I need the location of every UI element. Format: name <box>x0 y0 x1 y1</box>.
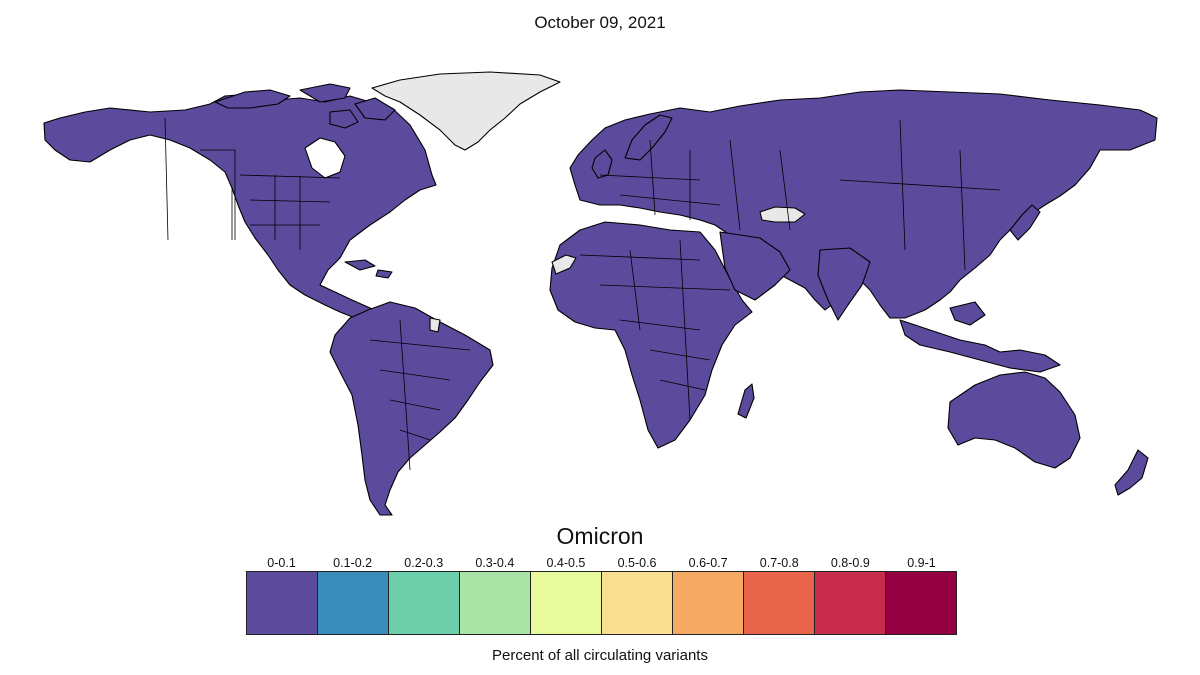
world-map <box>43 71 1158 516</box>
legend-swatch <box>389 572 460 634</box>
legend-swatch <box>744 572 815 634</box>
south-america-region <box>329 301 494 516</box>
legend-bin-label: 0.2-0.3 <box>404 556 444 570</box>
legend-swatch <box>673 572 744 634</box>
legend-swatch <box>247 572 318 634</box>
legend-swatch <box>602 572 673 634</box>
legend-bin-label: 0.4-0.5 <box>546 556 586 570</box>
madagascar-region <box>737 383 755 419</box>
country-borders <box>164 117 1001 471</box>
hudson-bay <box>304 137 346 179</box>
legend-bin-label: 0.7-0.8 <box>759 556 799 570</box>
legend-bin-label: 0-0.1 <box>267 556 296 570</box>
caribbean-islands <box>344 259 393 279</box>
new-zealand-region <box>1114 449 1149 496</box>
maritime-southeast-asia <box>899 301 1061 373</box>
western-sahara-region <box>551 254 577 275</box>
legend-color-bar <box>246 571 957 635</box>
legend-swatch <box>886 572 956 634</box>
legend-title: Omicron <box>556 523 644 549</box>
legend-bin-label: 0.1-0.2 <box>333 556 373 570</box>
legend-caption: Percent of all circulating variants <box>492 647 708 664</box>
japan-region <box>1009 204 1041 241</box>
africa-region <box>549 221 753 449</box>
legend-swatch <box>318 572 389 634</box>
map-date-title: October 09, 2021 <box>534 13 666 32</box>
greenland-region <box>371 71 561 151</box>
arabian-peninsula <box>719 231 791 301</box>
french-guiana-region <box>429 317 441 333</box>
legend-bin-label: 0.8-0.9 <box>830 556 870 570</box>
india-region <box>817 247 871 321</box>
turkey-region <box>759 206 806 223</box>
legend-bin-label: 0.5-0.6 <box>617 556 657 570</box>
legend-labels: 0-0.1 0.1-0.2 0.2-0.3 0.3-0.4 0.4-0.5 0.5-0.6… <box>246 556 957 572</box>
australia-region <box>947 371 1081 469</box>
arctic-islands <box>214 83 396 129</box>
legend-bin-label: 0.3-0.4 <box>475 556 515 570</box>
legend-swatch <box>460 572 531 634</box>
legend-swatch <box>531 572 602 634</box>
north-america-region <box>43 93 437 323</box>
world-map-svg <box>43 71 1158 516</box>
legend-bin-label: 0.9-1 <box>907 556 936 570</box>
legend-bin-label: 0.6-0.7 <box>688 556 728 570</box>
legend-swatch <box>815 572 886 634</box>
